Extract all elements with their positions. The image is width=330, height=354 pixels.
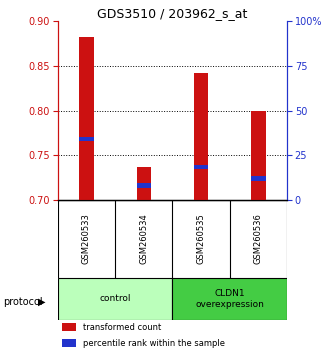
Bar bbox=[79, 37, 94, 200]
Bar bbox=[62, 339, 76, 347]
Bar bbox=[251, 176, 266, 181]
Bar bbox=[79, 137, 94, 141]
Text: CLDN1
overexpression: CLDN1 overexpression bbox=[195, 289, 264, 309]
Text: GSM260534: GSM260534 bbox=[139, 213, 148, 264]
Text: GSM260533: GSM260533 bbox=[82, 213, 91, 264]
Bar bbox=[137, 183, 151, 188]
Bar bbox=[251, 110, 266, 200]
Bar bbox=[62, 323, 76, 331]
Title: GDS3510 / 203962_s_at: GDS3510 / 203962_s_at bbox=[97, 7, 248, 20]
Text: protocol: protocol bbox=[3, 297, 43, 307]
Bar bbox=[194, 73, 208, 200]
Bar bbox=[173, 278, 287, 320]
Text: ▶: ▶ bbox=[38, 297, 46, 307]
Bar bbox=[137, 167, 151, 200]
Bar bbox=[58, 278, 173, 320]
Text: percentile rank within the sample: percentile rank within the sample bbox=[83, 338, 225, 348]
Text: transformed count: transformed count bbox=[83, 322, 161, 332]
Text: GSM260536: GSM260536 bbox=[254, 213, 263, 264]
Text: control: control bbox=[99, 294, 131, 303]
Text: GSM260535: GSM260535 bbox=[197, 213, 206, 264]
Bar bbox=[194, 165, 208, 169]
